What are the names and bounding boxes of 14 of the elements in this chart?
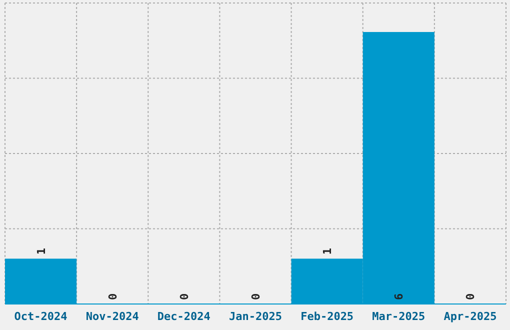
x-tick-label: Jan-2025	[229, 310, 282, 323]
data-label: 0	[178, 293, 191, 300]
x-tick-label: Dec-2024	[157, 310, 211, 323]
data-label: 0	[250, 293, 262, 300]
data-label: 1	[34, 248, 48, 255]
x-tick-label: Oct-2024	[14, 310, 68, 323]
x-tick-label: Mar-2025	[372, 310, 426, 323]
x-tick-label: Feb-2025	[300, 310, 354, 323]
x-tick-label: Apr-2025	[444, 310, 497, 323]
data-label: 0	[106, 293, 120, 300]
x-tick-label: Nov-2024	[86, 310, 140, 323]
data-label: 0	[464, 293, 478, 300]
data-label: 1	[321, 248, 334, 255]
data-label: 6	[392, 293, 406, 300]
